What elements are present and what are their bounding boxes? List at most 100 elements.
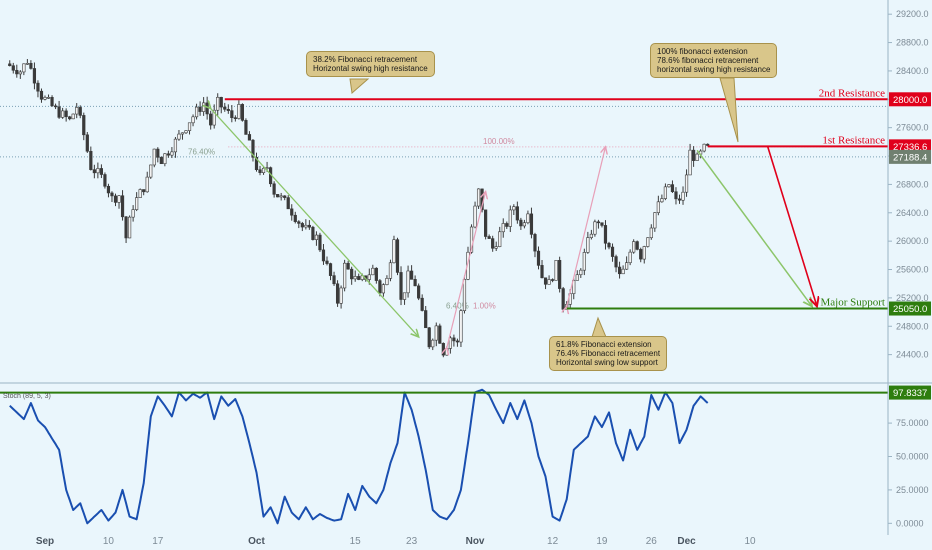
candle — [402, 292, 407, 300]
candle — [346, 262, 350, 270]
time-label: 26 — [646, 536, 658, 547]
candle — [505, 223, 509, 227]
callout-pointer — [719, 77, 739, 143]
candle — [68, 116, 72, 120]
price-tick-label: 24800.0 — [896, 321, 929, 331]
projection-arrow-green — [696, 149, 812, 306]
candle — [71, 113, 75, 120]
candle — [209, 113, 213, 126]
candle — [276, 194, 280, 198]
candle — [46, 97, 51, 99]
candle — [357, 276, 361, 280]
candle — [550, 279, 555, 281]
annotation-line: 61.8% Fibonacci extension — [556, 340, 652, 349]
candle — [89, 150, 93, 170]
candle — [194, 106, 199, 118]
candle — [702, 143, 706, 152]
candle — [82, 115, 86, 136]
candle — [184, 130, 188, 134]
time-axis[interactable]: Sep 10 17 Oct 15 23 Nov 12 19 26 Dec 10 — [36, 536, 756, 547]
candle — [649, 227, 653, 239]
tag-1st-resistance[interactable] — [889, 139, 931, 154]
candle — [540, 265, 544, 279]
candle — [575, 274, 579, 281]
price-tick-label: 27600.0 — [896, 123, 929, 133]
candle — [332, 275, 336, 285]
candle — [554, 260, 558, 281]
candle — [695, 153, 699, 161]
candle — [117, 195, 121, 203]
price-axis[interactable]: 29200.028800.028400.028000.027600.027200… — [887, 0, 931, 535]
candle — [688, 149, 692, 176]
candle — [653, 212, 657, 229]
candle — [681, 191, 685, 201]
candle — [11, 65, 15, 71]
time-label: Sep — [36, 536, 54, 547]
annotation-line: 38.2% Fibonacci retracement — [313, 55, 418, 64]
tag-stoch-current-text: 97.8337 — [893, 388, 927, 399]
time-label: 17 — [152, 536, 164, 547]
price-tick-label: 26000.0 — [896, 236, 929, 246]
candle — [307, 224, 311, 228]
stochastic-pane[interactable]: Stoch (89, 5, 3) — [0, 388, 888, 525]
candle — [434, 325, 438, 341]
candle — [131, 209, 135, 218]
price-tick-label: 28800.0 — [896, 38, 929, 48]
price-tick-label: 24400.0 — [896, 350, 929, 360]
candle — [459, 310, 463, 343]
candle — [166, 153, 170, 156]
time-label: Nov — [466, 536, 485, 547]
candle — [36, 82, 40, 92]
price-pane[interactable]: 76.40%100.00%6.40%1.00%2nd Resistance1st… — [0, 59, 888, 358]
annotation-line: horizontal swing high resistance — [657, 65, 771, 74]
candle — [663, 186, 667, 199]
candle — [607, 242, 611, 248]
candle — [216, 96, 220, 111]
callout-pointer — [349, 78, 370, 94]
candle — [279, 195, 283, 198]
candle — [388, 262, 393, 279]
tag-major-support[interactable] — [889, 301, 931, 316]
candle — [25, 62, 29, 65]
candle — [628, 251, 632, 264]
candle — [39, 90, 44, 100]
price-tick-label: 26400.0 — [896, 208, 929, 218]
candle — [522, 222, 526, 227]
candle — [311, 226, 315, 240]
stoch-tick-label: 0.0000 — [896, 518, 924, 528]
annotation-fib-618: 61.8% Fibonacci extension 76.4% Fibonacci… — [549, 336, 668, 371]
annotation-line: Horizontal swing high resistance — [313, 64, 428, 73]
time-label: 12 — [547, 536, 559, 547]
time-label: 10 — [744, 536, 756, 547]
tag-stoch-current[interactable] — [889, 385, 931, 400]
candle — [367, 274, 371, 280]
candle — [392, 239, 396, 264]
tag-current-price-text: 27188.4 — [893, 152, 927, 163]
candle — [149, 164, 153, 178]
candle — [353, 276, 357, 280]
candle — [265, 167, 269, 169]
candle — [431, 339, 435, 348]
candle — [300, 223, 304, 228]
candle — [600, 222, 604, 226]
label-2nd-resistance: 2nd Resistance — [819, 87, 885, 99]
tag-current-price[interactable] — [889, 149, 931, 164]
candle — [244, 120, 248, 135]
candle — [487, 236, 491, 239]
time-label: 19 — [596, 536, 608, 547]
candle — [223, 106, 227, 110]
candle — [350, 268, 354, 280]
tag-2nd-resistance[interactable] — [889, 92, 931, 107]
candle — [15, 69, 19, 75]
candle — [99, 168, 103, 175]
label-1st-resistance: 1st Resistance — [822, 134, 885, 146]
candle — [427, 327, 431, 348]
candle — [579, 269, 583, 276]
candle — [29, 62, 33, 69]
candle — [106, 185, 111, 194]
candle — [156, 148, 160, 158]
tag-major-support-text: 25050.0 — [893, 304, 927, 315]
candle — [152, 148, 156, 166]
